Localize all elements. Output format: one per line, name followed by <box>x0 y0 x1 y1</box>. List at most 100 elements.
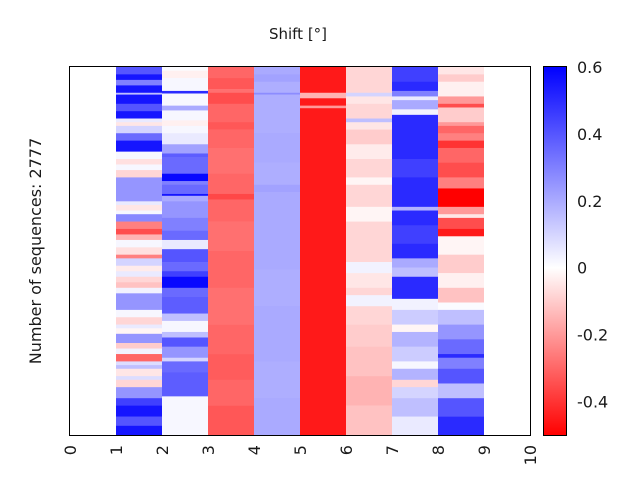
heatmap-cell <box>438 214 484 219</box>
heatmap-column-6 <box>346 67 392 436</box>
heatmap-column-1 <box>116 67 162 436</box>
heatmap-cell <box>438 133 484 141</box>
heatmap-cell <box>208 129 254 149</box>
heatmap-cell <box>392 361 438 370</box>
heatmap-cell <box>438 302 484 311</box>
heatmap-cell <box>346 177 392 186</box>
heatmap-cell <box>116 293 162 311</box>
heatmap-cell <box>116 287 162 294</box>
heatmap-cell <box>116 376 162 381</box>
heatmap-cell <box>162 276 208 289</box>
heatmap-cell <box>438 81 484 97</box>
heatmap-cell <box>162 320 208 333</box>
x-tick-label: 1 <box>107 445 126 455</box>
heatmap-cell <box>392 67 438 83</box>
heatmap-cell <box>162 195 208 202</box>
heatmap-cell <box>116 234 162 241</box>
heatmap-cell <box>438 122 484 127</box>
heatmap-cell <box>392 114 438 160</box>
heatmap-column-8 <box>438 67 484 436</box>
heatmap-cell <box>438 228 484 237</box>
heatmap-cell <box>438 383 484 399</box>
heatmap-cell <box>254 67 300 75</box>
heatmap-cell <box>162 173 208 182</box>
heatmap-cell <box>116 210 162 215</box>
heatmap-cell <box>438 96 484 105</box>
x-tick-label: 8 <box>429 445 448 455</box>
heatmap-column-4 <box>254 67 300 436</box>
heatmap-cell <box>162 125 208 134</box>
heatmap-cell <box>116 368 162 377</box>
heatmap-cell <box>392 90 438 97</box>
heatmap-cell <box>438 188 484 208</box>
heatmap-cell <box>162 396 208 436</box>
heatmap-cell <box>162 249 208 263</box>
heatmap-cell <box>208 89 254 94</box>
heatmap-cell <box>346 159 392 178</box>
heatmap-cell <box>300 92 346 99</box>
colorbar-tick-label: 0.4 <box>577 125 602 144</box>
heatmap-cell <box>438 287 484 303</box>
heatmap-cell <box>392 225 438 244</box>
heatmap-cell <box>208 103 254 123</box>
heatmap-cell <box>162 78 208 92</box>
heatmap-cell <box>392 243 438 259</box>
heatmap-cell <box>392 210 438 226</box>
heatmap-cell <box>162 67 208 71</box>
heatmap-cell <box>346 118 392 123</box>
heatmap-cell <box>116 361 162 366</box>
heatmap-cell <box>162 90 208 94</box>
x-tick-label: 9 <box>475 445 494 455</box>
heatmap-cell <box>116 247 162 255</box>
heatmap-cell <box>116 201 162 206</box>
heatmap-cell <box>116 328 162 335</box>
heatmap-cell <box>438 273 484 289</box>
heatmap-cell <box>116 271 162 278</box>
heatmap-cell <box>162 181 208 186</box>
heatmap-cell <box>116 74 162 81</box>
heatmap-cells <box>116 67 484 436</box>
heatmap-cell <box>346 206 392 222</box>
heatmap-column-2 <box>162 67 208 436</box>
heatmap-cell <box>208 92 254 105</box>
heatmap-cell <box>116 405 162 417</box>
heatmap-cell <box>438 354 484 359</box>
heatmap-cell <box>162 262 208 272</box>
heatmap-cell <box>116 92 162 95</box>
heatmap-cell <box>254 269 300 307</box>
heatmap-cell <box>116 387 162 399</box>
heatmap-cell <box>346 103 392 119</box>
heatmap-column-7 <box>392 67 438 436</box>
heatmap-cell <box>116 282 162 289</box>
heatmap-cell <box>392 258 438 268</box>
heatmap-cell <box>116 309 162 318</box>
heatmap-cell <box>300 98 346 106</box>
x-tick-label: 6 <box>337 445 356 455</box>
heatmap-cell <box>438 324 484 340</box>
heatmap-cell <box>392 276 438 300</box>
heatmap-cell <box>346 324 392 347</box>
heatmap-cell <box>116 276 162 283</box>
y-axis-label: Number of sequences: 2777 <box>26 138 45 365</box>
heatmap-cell <box>346 262 392 274</box>
heatmap-cell <box>392 81 438 92</box>
colorbar <box>543 66 567 436</box>
heatmap-cell <box>116 67 162 75</box>
heatmap-cell <box>208 122 254 130</box>
heatmap-cell <box>116 379 162 388</box>
colorbar-tick-label: 0.6 <box>577 58 602 77</box>
heatmap-cell <box>254 74 300 83</box>
heatmap-cell <box>162 331 208 338</box>
heatmap-cell <box>346 129 392 145</box>
heatmap-cell <box>346 92 392 97</box>
heatmap-cell <box>116 254 162 259</box>
heatmap-cell <box>116 343 162 349</box>
heatmap-cell <box>116 317 162 325</box>
plot-frame <box>69 66 531 436</box>
heatmap-cell <box>438 368 484 384</box>
heatmap-cell <box>208 379 254 406</box>
heatmap-cell <box>254 398 300 436</box>
heatmap-cell <box>438 125 484 134</box>
colorbar-tick-label: 0 <box>577 259 587 278</box>
